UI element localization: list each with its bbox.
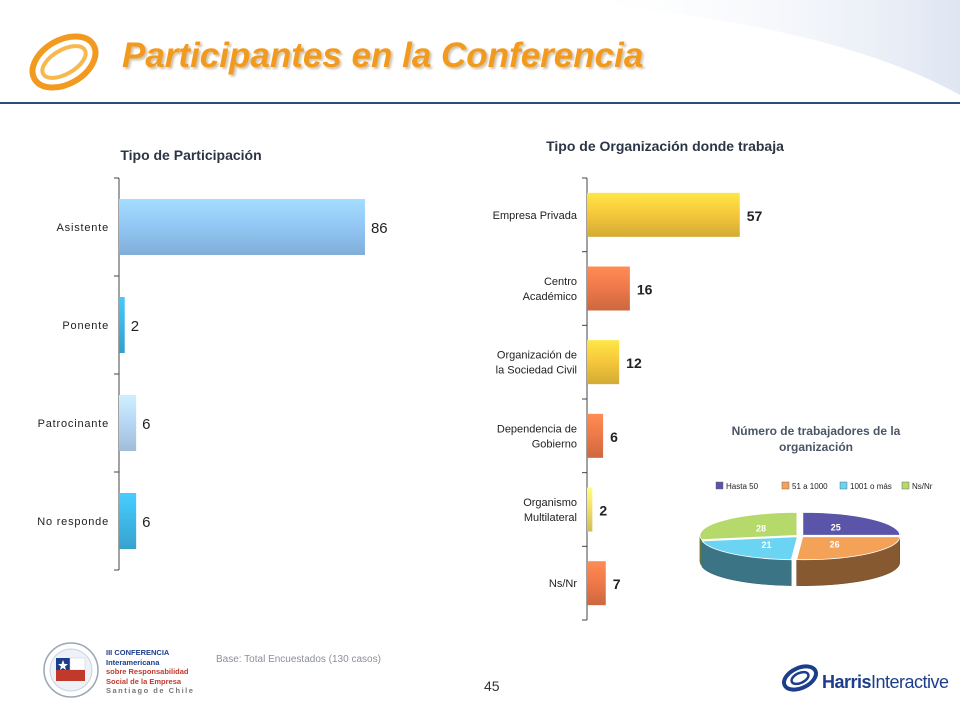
data-label: 7 xyxy=(613,576,621,592)
category-label: Gobierno xyxy=(532,438,577,450)
category-label: Multilateral xyxy=(524,512,577,524)
pie-slice xyxy=(699,511,798,541)
legend-entry: Hasta 50 xyxy=(726,482,759,491)
category-label: Asistente xyxy=(57,222,109,234)
bar xyxy=(587,266,630,311)
conference-line-5: Santiago de Chile xyxy=(106,686,195,695)
chart-3-title: Número de trabajadores de la organizació… xyxy=(731,424,901,454)
category-label: Dependencia de xyxy=(497,423,577,435)
chart-1-title: Tipo de Participación xyxy=(120,147,262,163)
bar xyxy=(119,493,137,549)
data-label: 86 xyxy=(371,220,388,237)
data-label: 16 xyxy=(637,282,653,298)
page-number: 45 xyxy=(484,678,500,694)
bar xyxy=(587,413,604,458)
header-swoosh xyxy=(560,0,960,95)
legend-swatch xyxy=(781,481,790,490)
chart-2-title: Tipo de Organización donde trabaja xyxy=(546,138,784,154)
category-label: Organización de xyxy=(497,350,577,362)
page-title: Participantes en la Conferencia xyxy=(122,36,644,75)
harris-logo-suffix: Interactive xyxy=(871,672,949,692)
chart-participation-type: Asistente 86 Ponente 2 Patrocinante 6 No respo… xyxy=(37,177,388,571)
conference-line-1: III CONFERENCIA xyxy=(106,648,170,657)
legend-entry: Ns/Nr xyxy=(912,482,933,491)
category-label: la Sociedad Civil xyxy=(496,365,577,377)
base-note: Base: Total Encuestados (130 casos) xyxy=(216,654,381,665)
pie-data-label: 21 xyxy=(762,540,772,550)
harris-logo-brand: Harris xyxy=(822,672,872,692)
pie-slice xyxy=(701,536,798,561)
legend-swatch xyxy=(839,481,848,490)
orbit-logo-icon xyxy=(29,33,99,91)
bar xyxy=(587,561,606,606)
category-label: Patrocinante xyxy=(38,418,109,430)
category-label: No responde xyxy=(37,516,109,528)
category-label: Ns/Nr xyxy=(549,578,577,590)
pie-data-label: 28 xyxy=(756,523,766,533)
conference-seal-icon xyxy=(43,642,99,698)
data-label: 6 xyxy=(142,514,150,531)
chart-workers-count: Hasta 50 51 a 1000 1001 o más Ns/Nr 25 26 21 28 xyxy=(699,481,933,586)
bar xyxy=(119,395,137,451)
data-label: 12 xyxy=(626,355,642,371)
bar xyxy=(119,297,125,353)
data-label: 6 xyxy=(142,416,150,433)
pie-slice xyxy=(802,511,901,536)
pie-data-label: 26 xyxy=(830,540,840,550)
bar xyxy=(587,487,593,532)
data-label: 6 xyxy=(610,429,618,445)
conference-line-3: sobre Responsabilidad xyxy=(106,667,189,676)
bar xyxy=(587,340,620,385)
category-label: Empresa Privada xyxy=(493,210,578,222)
category-label: Centro xyxy=(544,276,577,288)
chart-organization-type: Empresa Privada 57 Centro Académico 16 Organi… xyxy=(493,177,763,621)
category-label: Organismo xyxy=(523,497,577,509)
legend-entry: 51 a 1000 xyxy=(792,482,828,491)
harris-logo-icon xyxy=(782,664,818,692)
category-label: Ponente xyxy=(62,320,109,332)
legend-swatch xyxy=(901,481,910,490)
legend-swatch xyxy=(715,481,724,490)
pie-slice xyxy=(796,536,901,561)
bar xyxy=(119,199,365,255)
bar xyxy=(587,192,740,237)
data-label: 2 xyxy=(131,318,139,335)
conference-name: III CONFERENCIA Interamericana sobre Res… xyxy=(106,648,194,696)
conference-line-4: Social de la Empresa xyxy=(106,676,182,686)
conference-line-2: Interamericana xyxy=(106,657,160,667)
legend-entry: 1001 o más xyxy=(850,482,892,491)
data-label: 2 xyxy=(599,503,607,519)
category-label: Académico xyxy=(523,291,577,303)
pie-data-label: 25 xyxy=(831,523,841,533)
data-label: 57 xyxy=(747,208,763,224)
harris-logo-text: HarrisInteractive xyxy=(822,672,949,693)
